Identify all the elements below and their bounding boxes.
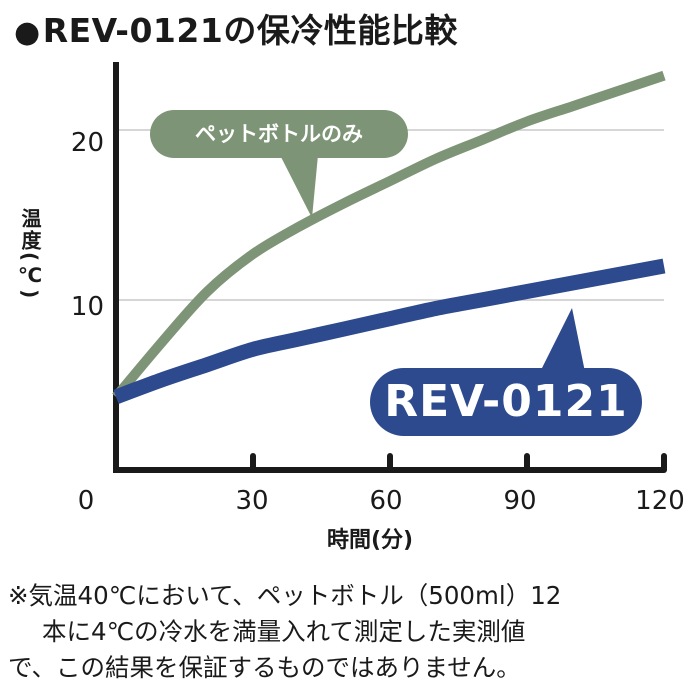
callout-tail-pet-bottle (280, 155, 318, 218)
footnote-line: 本に4℃の冷水を満量入れて測定した実測値 (42, 617, 526, 646)
x-tick-label: 120 (635, 486, 685, 516)
series-line-1 (113, 258, 666, 404)
x-tick-label: 0 (77, 486, 95, 516)
footnote-line: で、この結果を保証するものではありません。 (8, 653, 521, 682)
callout-tail-rev-0121 (540, 308, 585, 372)
title-bullet: ● (14, 15, 41, 50)
legend-callout-rev-0121: REV-0121 (370, 368, 642, 436)
footnote-line: ※気温40℃において、ペットボトル（500ml）12 (8, 581, 562, 610)
y-axis-label: 温度(℃) (18, 208, 42, 301)
chart-title: ●REV-0121の保冷性能比較 (14, 4, 458, 52)
x-tick-label: 30 (235, 486, 269, 516)
series-line-0 (112, 70, 666, 401)
x-tick-label: 60 (369, 486, 403, 516)
x-tick-label: 90 (503, 486, 537, 516)
x-axis-label: 時間(分) (326, 528, 414, 553)
footnote: ※気温40℃において、ペットボトル（500ml）12 本に4℃の冷水を満量入れて… (8, 578, 698, 686)
y-tick-label: 20 (70, 128, 104, 158)
legend-callout-pet-bottle: ペットボトルのみ (150, 110, 408, 158)
y-tick-label: 10 (70, 292, 104, 322)
title-text: REV-0121の保冷性能比較 (42, 11, 458, 50)
